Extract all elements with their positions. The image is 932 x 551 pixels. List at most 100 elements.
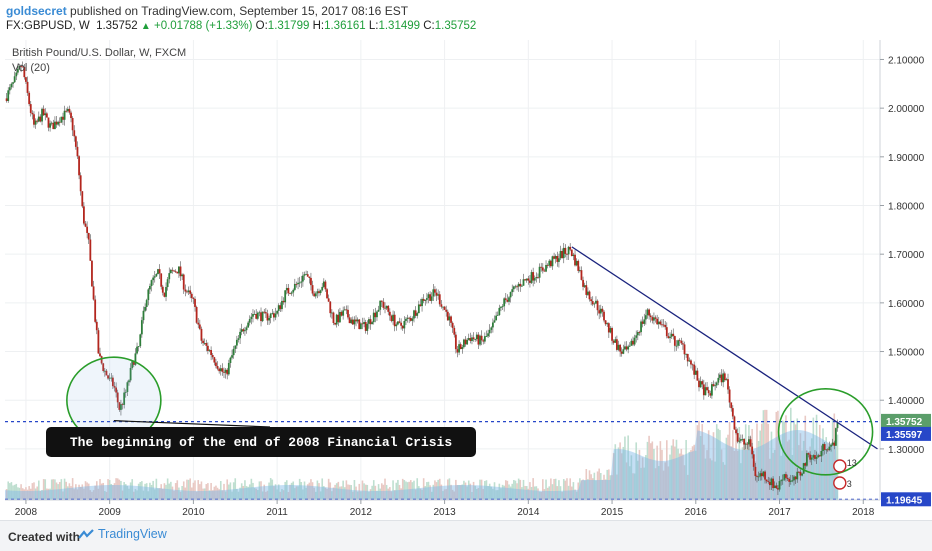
volume-bar [232,482,235,500]
candle-body [364,321,367,331]
downtrend-line[interactable] [571,246,878,450]
callout-box[interactable] [46,427,476,457]
volume-bar [548,486,551,500]
candle-body [773,485,776,489]
candle-body [450,316,452,323]
candle-body [327,298,330,302]
volume-bar [711,460,713,500]
candle-body [231,355,233,358]
candle-body [762,471,765,477]
highlight-circle-2017[interactable] [777,388,874,476]
candle-body [727,379,729,390]
volume-bar [609,475,612,500]
volume-bar [150,484,153,500]
candle-body [469,338,472,341]
candle-body [814,455,816,459]
volume-bar [242,485,245,500]
volume-bar [432,484,435,500]
candle-body [524,279,527,281]
candle-body [62,116,64,120]
candle-body [97,330,100,354]
event-flag-icon[interactable] [833,476,847,490]
candle-body [371,322,374,325]
candle-body [8,87,11,91]
candle-body [319,290,322,294]
volume-bar [224,491,227,500]
ohlc-open: 1.31799 [267,20,310,32]
volume-bar [672,439,675,500]
volume-bar [271,479,274,500]
candle-body [522,279,525,286]
volume-bar [767,423,770,500]
candle-body [448,316,451,321]
volume-bar [533,486,536,500]
candle-body [520,285,523,287]
candle-body [797,471,800,473]
candle-body [443,306,446,310]
price-chart[interactable]: The beginning of the end of 2008 Financi… [0,0,932,520]
candle-body [218,368,221,372]
y-tick-label: 1.90000 [888,153,925,164]
candle-body [541,267,544,271]
candlestick-series [5,61,839,496]
volume-bar [604,479,607,500]
candle-body [812,455,815,458]
volume-bar [773,449,776,500]
candle-body [683,344,686,355]
volume-bar [450,484,452,500]
tradingview-link[interactable]: TradingView [78,527,167,541]
candle-body [461,347,464,350]
volume-bar [163,483,166,500]
candle-body [754,466,757,477]
volume-bar [269,478,272,500]
author-link[interactable]: goldsecret [6,4,67,18]
candle-body [472,337,475,340]
volume-bar [36,486,39,500]
volume-bar [211,490,214,500]
volume-bar [298,478,301,500]
candle-body [264,312,267,314]
candle-body [308,276,311,278]
candle-body [725,379,728,381]
volume-bar [153,489,156,500]
candle-body [198,324,201,329]
candle-body [604,320,607,325]
volume-bar [714,461,716,500]
volume-bar [583,480,586,500]
candle-body [767,481,770,483]
candle-body [654,317,657,319]
volume-bar [474,485,476,500]
volume-bar [327,478,330,500]
x-tick-label: 2009 [99,507,122,518]
volume-bar [427,481,430,500]
candle-body [168,273,171,280]
candle-body [355,319,357,322]
candle-body [339,311,341,323]
volume-bar [374,485,377,500]
volume-bar [149,482,151,500]
candle-body [535,276,538,279]
candle-body [723,373,726,381]
volume-bar [118,479,121,500]
volume-bar [342,480,344,500]
candle-body [463,339,465,348]
volume-bar [39,490,42,500]
volume-bar [743,444,745,500]
volume-bar [540,491,543,500]
volume-bar [421,489,423,500]
candle-body [831,442,834,445]
volume-bar [17,487,19,500]
candle-body [277,305,280,311]
event-flag-icon[interactable] [833,459,847,473]
volume-bar [435,482,438,500]
candle-body [292,289,295,293]
candle-body [39,116,42,122]
volume-bar [78,484,80,500]
candle-body [746,443,749,445]
candle-body [466,339,469,345]
candle-body [330,312,333,314]
volume-bar [83,488,85,500]
candle-body [290,292,293,294]
candle-body [380,300,383,302]
volume-bar [569,478,571,500]
